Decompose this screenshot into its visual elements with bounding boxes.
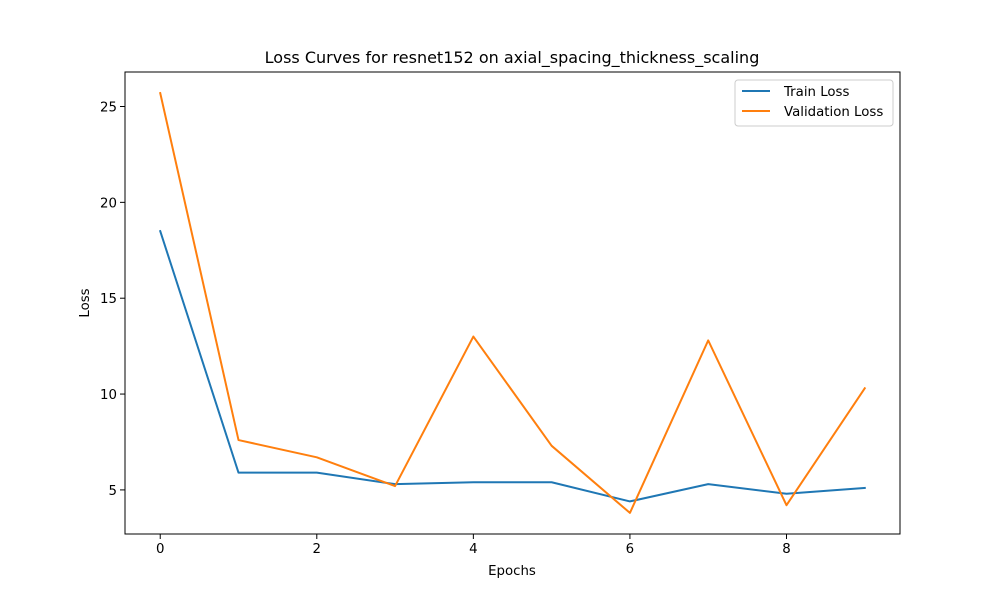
legend-label-train-loss: Train Loss (783, 85, 850, 100)
legend-label-validation-loss: Validation Loss (784, 105, 883, 120)
y-tick-label: 10 (100, 388, 117, 403)
y-tick-label: 5 (109, 484, 117, 499)
y-tick-label: 20 (100, 196, 117, 211)
x-tick-label: 4 (469, 542, 477, 557)
x-tick-label: 0 (156, 542, 164, 557)
legend-box (734, 79, 894, 127)
x-tick-label: 8 (782, 542, 790, 557)
x-tick-label: 6 (626, 542, 634, 557)
series-line-train-loss (158, 229, 866, 503)
y-tick-label: 15 (100, 292, 117, 307)
y-axis-label: Loss (78, 288, 93, 317)
series-line-validation-loss (159, 91, 867, 514)
x-axis-label: Epochs (488, 564, 536, 579)
legend: Train Loss Validation Loss (734, 79, 894, 127)
chart-title: Loss Curves for resnet152 on axial_spaci… (265, 48, 760, 68)
plot-area-frame (124, 71, 901, 535)
x-tick-label: 2 (313, 542, 321, 557)
y-tick-label: 25 (100, 101, 117, 116)
